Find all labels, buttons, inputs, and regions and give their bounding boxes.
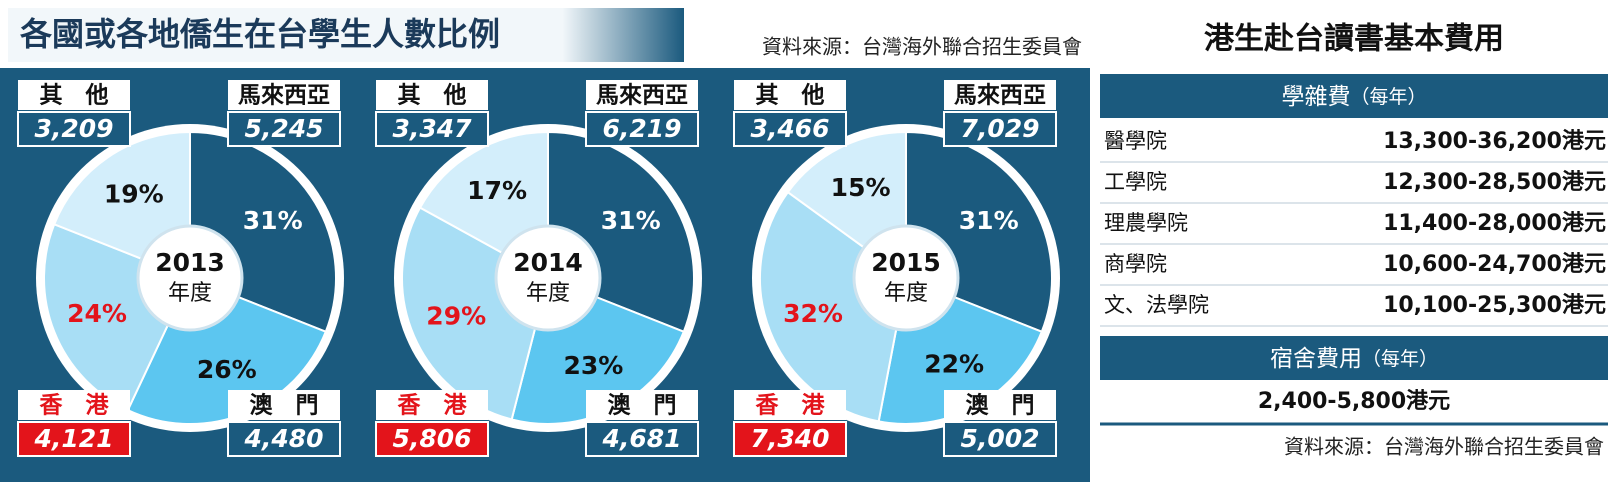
count-box xyxy=(943,111,1057,147)
category-label: 澳 門 xyxy=(608,393,677,419)
count-box xyxy=(375,421,489,457)
count-box xyxy=(17,111,131,147)
label-box xyxy=(944,390,1056,420)
center-year: 2013 xyxy=(155,248,225,277)
header-text: 學雜費 xyxy=(1281,84,1350,110)
percent-label: 15% xyxy=(831,173,891,202)
count-box xyxy=(17,421,131,457)
count-label: 4,121 xyxy=(33,424,113,453)
count-box xyxy=(943,421,1057,457)
fee-amount: 13,300-36,200港元 xyxy=(1383,129,1606,154)
percent-label: 17% xyxy=(467,176,527,205)
percent-label: 31% xyxy=(601,206,661,235)
fees-title: 港生赴台讀書基本費用 xyxy=(1204,22,1504,57)
percent-label: 23% xyxy=(563,351,623,380)
source: 資料來源：台灣海外聯合招生委員會 xyxy=(762,35,1082,59)
count-label: 4,480 xyxy=(243,424,323,453)
percent-label: 29% xyxy=(426,302,486,331)
category-label: 香 港 xyxy=(756,393,826,419)
label-box xyxy=(228,390,340,420)
pie-center xyxy=(136,224,244,332)
count-box xyxy=(227,111,341,147)
header-text: 宿舍費用 xyxy=(1270,346,1362,372)
count-label: 3,209 xyxy=(34,114,113,143)
percent-label: 32% xyxy=(783,299,843,328)
label-box xyxy=(586,80,698,110)
category-label: 馬來西亞 xyxy=(954,83,1046,109)
fee-school: 醫學院 xyxy=(1104,129,1167,153)
count-label: 4,681 xyxy=(601,424,681,453)
category-label: 其 他 xyxy=(40,83,109,109)
header-note: （每年） xyxy=(1362,348,1438,370)
fee-school: 理農學院 xyxy=(1104,211,1188,235)
label-box xyxy=(376,80,488,110)
fee-school: 文、法學院 xyxy=(1104,293,1209,317)
center-year: 2014 xyxy=(513,248,583,277)
percent-label: 22% xyxy=(924,350,984,379)
category-label: 其 他 xyxy=(398,83,467,109)
title-box xyxy=(8,8,684,62)
count-label: 5,002 xyxy=(960,424,1039,453)
count-label: 5,245 xyxy=(244,114,323,143)
count-label: 3,347 xyxy=(392,114,472,143)
count-label: 3,466 xyxy=(750,114,829,143)
label-box xyxy=(18,390,130,420)
pie-center xyxy=(494,224,602,332)
center-year: 2015 xyxy=(871,248,941,277)
category-label: 香 港 xyxy=(40,393,110,419)
fees-source: 資料來源：台灣海外聯合招生委員會 xyxy=(1284,435,1604,459)
section-header: 宿舍費用（每年） xyxy=(1270,346,1438,372)
fee-school: 商學院 xyxy=(1104,252,1167,276)
count-box xyxy=(733,111,847,147)
percent-label: 24% xyxy=(67,299,127,328)
center-subtitle: 年度 xyxy=(884,281,928,306)
count-box xyxy=(585,111,699,147)
count-box xyxy=(585,421,699,457)
label-box xyxy=(586,390,698,420)
section-header: 學雜費（每年） xyxy=(1281,84,1426,110)
fee-amount: 12,300-28,500港元 xyxy=(1383,170,1606,195)
fee-amount: 10,100-25,300港元 xyxy=(1383,293,1606,318)
label-box xyxy=(228,80,340,110)
section-bar xyxy=(1100,336,1608,380)
category-label: 馬來西亞 xyxy=(238,83,330,109)
count-label: 7,340 xyxy=(750,424,829,453)
count-label: 7,029 xyxy=(960,114,1039,143)
label-box xyxy=(944,80,1056,110)
center-subtitle: 年度 xyxy=(526,281,570,306)
label-box xyxy=(734,390,846,420)
pie-center xyxy=(852,224,960,332)
percent-label: 19% xyxy=(104,179,164,208)
section-bar xyxy=(1100,74,1608,118)
percent-label: 26% xyxy=(197,355,257,384)
label-box xyxy=(734,80,846,110)
dorm-amount: 2,400-5,800港元 xyxy=(1258,389,1450,414)
main-title: 各國或各地僑生在台學生人數比例 xyxy=(20,15,500,53)
count-box xyxy=(733,421,847,457)
percent-label: 31% xyxy=(959,206,1019,235)
category-label: 香 港 xyxy=(398,393,468,419)
label-box xyxy=(376,390,488,420)
category-label: 馬來西亞 xyxy=(596,83,688,109)
fee-school: 工學院 xyxy=(1104,170,1167,194)
count-label: 5,806 xyxy=(392,424,471,453)
category-label: 澳 門 xyxy=(966,393,1035,419)
count-box xyxy=(227,421,341,457)
count-box xyxy=(375,111,489,147)
label-box xyxy=(18,80,130,110)
category-label: 其 他 xyxy=(756,83,825,109)
fee-amount: 10,600-24,700港元 xyxy=(1383,252,1606,277)
count-label: 6,219 xyxy=(602,114,681,143)
fee-amount: 11,400-28,000港元 xyxy=(1383,211,1606,236)
center-subtitle: 年度 xyxy=(168,281,212,306)
header-note: （每年） xyxy=(1350,86,1426,108)
category-label: 澳 門 xyxy=(250,393,319,419)
percent-label: 31% xyxy=(243,206,303,235)
